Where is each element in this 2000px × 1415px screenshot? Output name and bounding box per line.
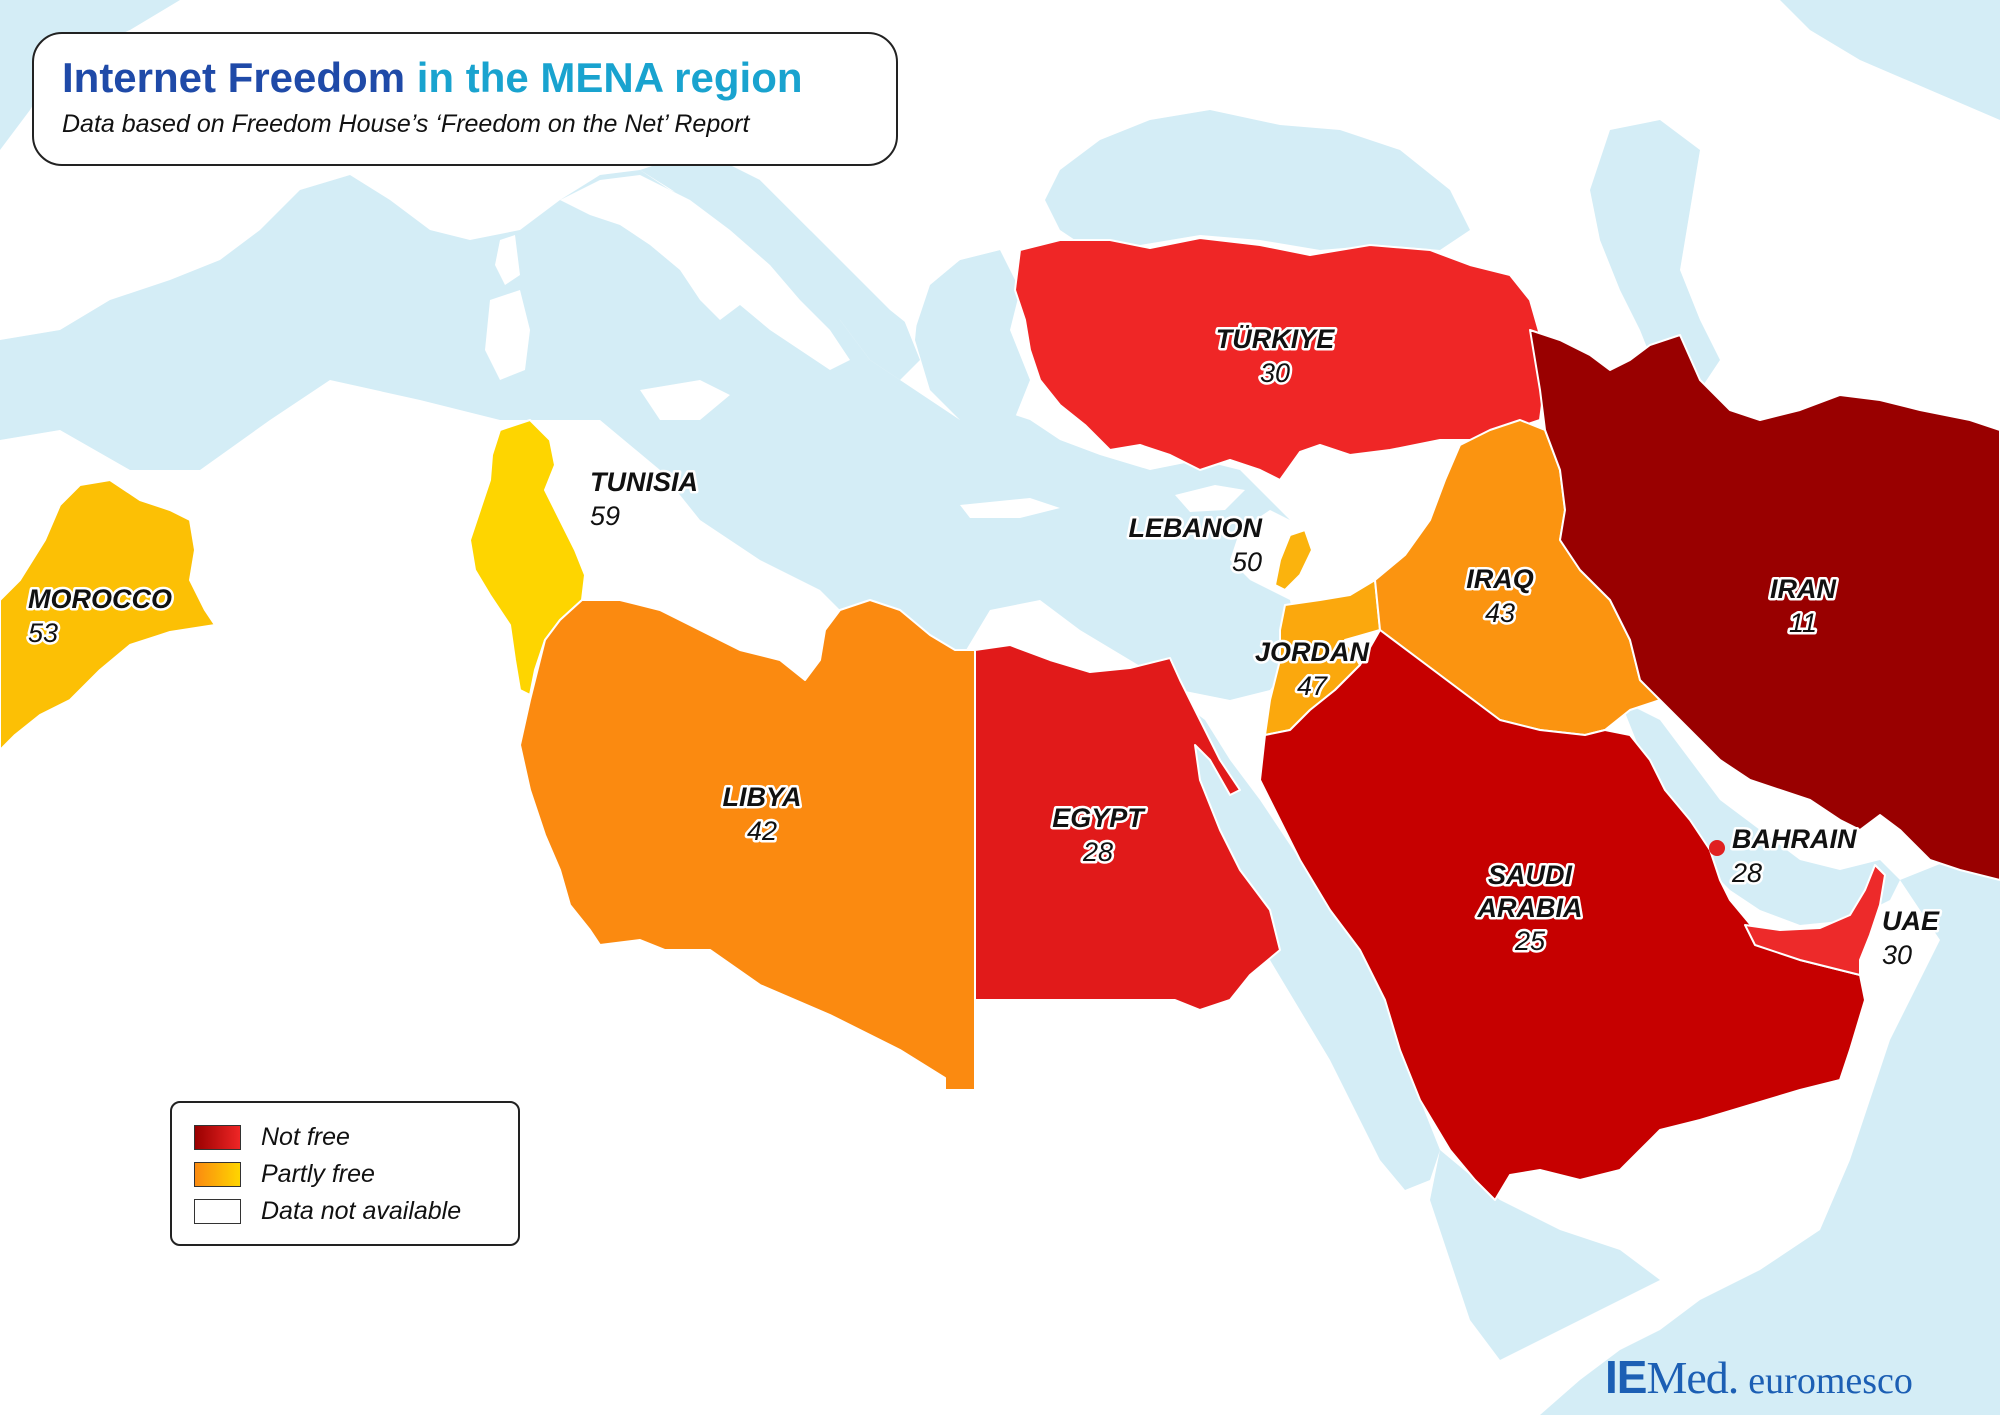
black-sea [1045,110,1470,250]
label-turkiye: TÜRKIYE [1216,324,1335,354]
label-jordan: JORDAN [1255,637,1370,667]
aegean-sea [915,250,1030,430]
northern-water [1780,0,2000,120]
country-iran[interactable] [1529,329,2000,881]
persian-gulf [1620,700,1900,925]
gulf-of-aden [1430,1150,1660,1360]
caspian-sea [1590,120,1720,390]
country-turkiye[interactable] [1014,237,1546,481]
red-sea [1185,705,1440,1190]
country-labels: MOROCCO 53 TUNISIA 59 LIBYA 42 EGYPT 28 … [26,322,1943,973]
score-jordan: 47 [1297,671,1328,701]
score-iran: 11 [1789,608,1817,638]
label-egypt: EGYPT [1052,803,1146,833]
iemed-logo-rest: Med. [1646,1352,1739,1403]
country-morocco[interactable] [0,479,216,751]
label-lebanon: LEBANON [1129,513,1263,543]
label-bahrain: BAHRAIN [1732,824,1857,854]
score-iraq: 43 [1485,598,1515,628]
label-iran: IRAN [1770,574,1836,604]
legend-swatch-partly-free [194,1162,241,1187]
legend-row-not-free: Not free [194,1119,496,1156]
balkans-land [760,170,1060,330]
crete-land [960,498,1060,518]
euromesco-logo: euromesco [1748,1360,1913,1402]
legend-label-not-available: Data not available [261,1197,462,1225]
label-uae: UAE [1882,906,1940,936]
label-morocco: MOROCCO [28,584,172,614]
score-uae: 30 [1882,940,1912,970]
legend-swatch-not-free [194,1125,241,1150]
sicily-land [640,380,730,420]
country-uae[interactable] [1744,864,1886,976]
country-tunisia[interactable] [469,419,586,696]
score-libya: 42 [747,816,777,846]
label-saudi-arabia-line1: SAUDI [1488,860,1573,890]
adriatic-sea [640,150,920,380]
mediterranean-sea [0,170,1300,700]
score-lebanon: 50 [1232,547,1262,577]
partner-logos: IEMed. euromesco [1605,1350,1985,1403]
country-egypt[interactable] [974,644,1281,1011]
legend: Not free Partly free Data not available [170,1101,520,1246]
label-saudi-arabia-line2: ARABIA [1477,893,1583,923]
italy-land [560,175,850,370]
country-saudi-arabia[interactable] [1259,629,1866,1201]
map-subtitle: Data based on Freedom House’s ‘Freedom o… [62,110,750,139]
score-morocco: 53 [28,618,58,648]
sardinia-land [485,290,530,380]
country-libya[interactable] [519,599,976,1091]
score-turkiye: 30 [1260,358,1290,388]
other-land [485,170,1245,518]
map-title-part1: Internet Freedom [62,54,406,101]
country-lebanon[interactable] [1274,529,1313,591]
score-bahrain: 28 [1731,858,1762,888]
iemed-logo-bold: IE [1605,1351,1647,1403]
arabian-sea [1540,860,2000,1415]
legend-swatch-not-available [194,1199,241,1224]
legend-row-partly-free: Partly free [194,1156,496,1193]
label-tunisia: TUNISIA [590,467,698,497]
map-title-part2: in the MENA region [416,54,803,101]
legend-label-not-free: Not free [261,1123,350,1151]
iemed-logo: IEMed. [1605,1351,1739,1403]
countries [0,237,2000,1201]
legend-label-partly-free: Partly free [261,1160,375,1188]
score-egypt: 28 [1082,837,1113,867]
title-box: Internet Freedom in the MENA region Data… [32,32,898,166]
cyprus-land [1175,485,1245,512]
label-iraq: IRAQ [1466,564,1534,594]
legend-row-not-available: Data not available [194,1193,496,1230]
score-tunisia: 59 [590,501,620,531]
score-saudi-arabia: 25 [1514,926,1546,956]
corsica-land [495,235,520,285]
map-title: Internet Freedom in the MENA region [62,54,868,102]
label-libya: LIBYA [723,782,802,812]
country-bahrain[interactable] [1709,840,1725,856]
